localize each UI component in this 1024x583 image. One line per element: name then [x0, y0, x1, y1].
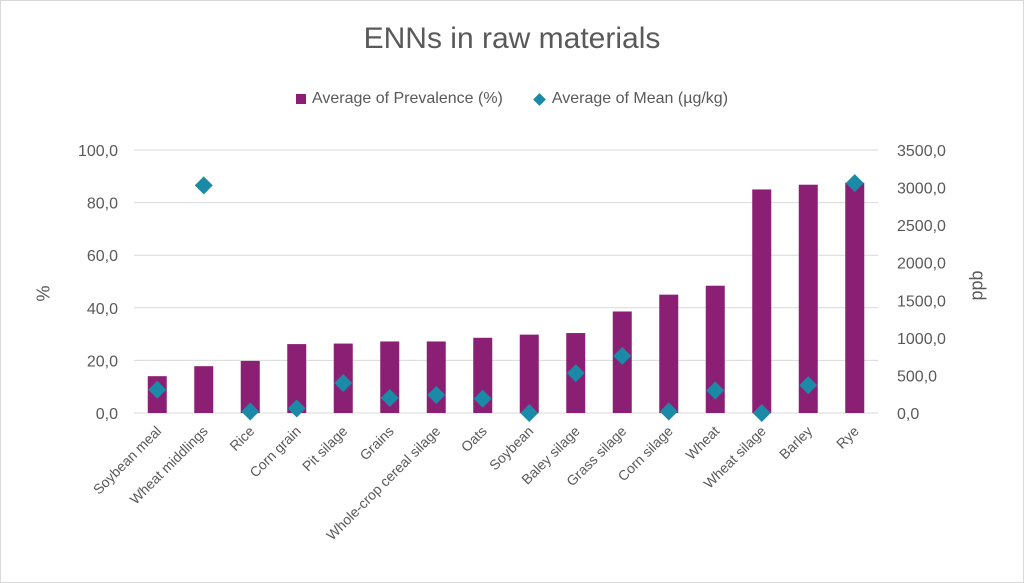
y-tick-label: 80,0: [87, 196, 118, 213]
legend-item-prevalence: Average of Prevalence (%): [295, 90, 503, 108]
y-tick-label: 60,0: [87, 248, 118, 265]
y-tick-label: 100,0: [78, 143, 118, 160]
prevalence-bar: [845, 182, 865, 413]
y-tick-label: 40,0: [87, 301, 118, 318]
legend-bar-swatch: [295, 94, 306, 104]
mean-marker: [427, 385, 446, 404]
mean-marker: [613, 346, 632, 365]
category-label: Rice: [226, 423, 257, 454]
prevalence-bar: [473, 337, 493, 413]
mean-marker: [845, 174, 864, 193]
legend-label-prevalence: Average of Prevalence (%): [311, 90, 503, 107]
mean-marker: [659, 402, 678, 421]
prevalence-bar: [287, 344, 307, 413]
mean-marker: [194, 176, 213, 195]
category-label: Wheat: [682, 423, 722, 463]
mean-marker: [334, 373, 353, 392]
y2-tick-label: 0,0: [897, 406, 919, 423]
mean-marker: [380, 388, 399, 407]
prevalence-bar: [752, 189, 772, 413]
y2-tick-label: 500,0: [897, 368, 937, 385]
mean-marker: [799, 376, 818, 395]
y-tick-label: 0,0: [96, 406, 118, 423]
prevalence-bar: [240, 360, 260, 413]
mean-marker: [287, 399, 306, 418]
category-label: Grains: [356, 423, 396, 463]
prevalence-bar: [798, 184, 818, 413]
category-label: Corn grain: [246, 423, 304, 481]
y2-tick-label: 2500,0: [897, 218, 946, 235]
mean-marker: [706, 381, 725, 400]
mean-marker: [241, 402, 260, 421]
mean-marker: [473, 389, 492, 408]
chart-title: ENNs in raw materials: [363, 22, 661, 55]
chart-legend: Average of Prevalence (%) Average of Mea…: [0, 90, 1024, 108]
category-label: Oats: [458, 423, 490, 455]
category-label: Rye: [833, 423, 862, 452]
y2-tick-label: 3500,0: [897, 143, 946, 160]
y2-tick-label: 2000,0: [897, 256, 946, 273]
category-label: Pit silage: [299, 423, 351, 475]
prevalence-bar: [519, 334, 539, 413]
prevalence-bar: [705, 285, 725, 413]
mean-marker: [752, 404, 771, 422]
prevalence-bar: [194, 366, 214, 413]
prevalence-bar: [659, 294, 679, 413]
legend-label-mean: Average of Mean (µg/kg): [551, 90, 729, 107]
y2-tick-label: 1000,0: [897, 331, 946, 348]
mean-marker: [566, 364, 585, 383]
y2-tick-label: 3000,0: [897, 181, 946, 198]
mean-marker: [520, 404, 539, 422]
legend-item-mean: Average of Mean (µg/kg): [533, 90, 729, 108]
y-tick-label: 20,0: [87, 353, 118, 370]
category-label: Barley: [776, 423, 815, 462]
y2-tick-label: 1500,0: [897, 293, 946, 310]
mean-marker: [148, 380, 167, 399]
